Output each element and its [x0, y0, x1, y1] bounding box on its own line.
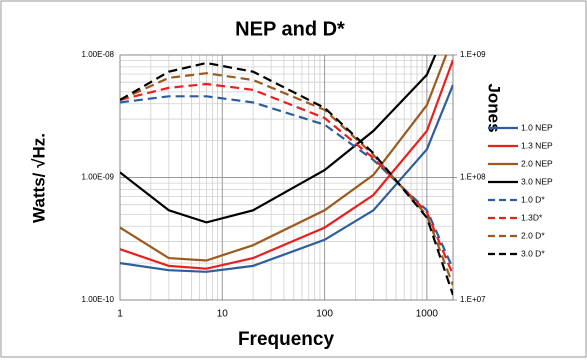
legend-label: 1.0 D*	[521, 194, 545, 204]
legend-label: 2.0 NEP	[521, 158, 553, 168]
x-tick-label: 1000	[416, 309, 439, 320]
y-tick-label: 1.00E-10	[82, 295, 115, 304]
series-line	[120, 84, 453, 273]
series-line	[120, 72, 453, 286]
legend-label: 2.0 D*	[521, 230, 545, 240]
y-tick-label: 1.00E-09	[82, 173, 115, 182]
y2-tick-label: 1.E+09	[460, 50, 486, 59]
x-tick-label: 10	[217, 309, 229, 320]
legend-label: 3.0 NEP	[521, 176, 553, 186]
chart-title: NEP and D*	[235, 18, 345, 40]
legend-label: 1.3 NEP	[521, 140, 553, 150]
series-line	[120, 55, 448, 262]
x-tick-label: 100	[316, 309, 333, 320]
y2-axis-label: Jones	[485, 83, 504, 132]
legend-label: 3.0 D*	[521, 248, 545, 258]
y2-tick-label: 1.E+07	[460, 295, 486, 304]
y-axis-label: Watts/ √Hz.	[29, 133, 48, 223]
series-line	[120, 61, 453, 296]
series-line	[120, 82, 453, 276]
x-axis-label: Frequency	[238, 329, 335, 350]
plot-area	[119, 54, 454, 301]
legend-label: 1.0 NEP	[521, 122, 553, 132]
legend-label: 1.3D*	[521, 212, 543, 222]
x-tick-label: 1	[117, 309, 123, 320]
series-line	[120, 59, 453, 270]
y2-tick-label: 1.E+08	[460, 173, 486, 182]
series-line	[120, 55, 437, 224]
plot-lines	[120, 55, 453, 296]
y-tick-label: 1.00E-08	[82, 50, 115, 59]
